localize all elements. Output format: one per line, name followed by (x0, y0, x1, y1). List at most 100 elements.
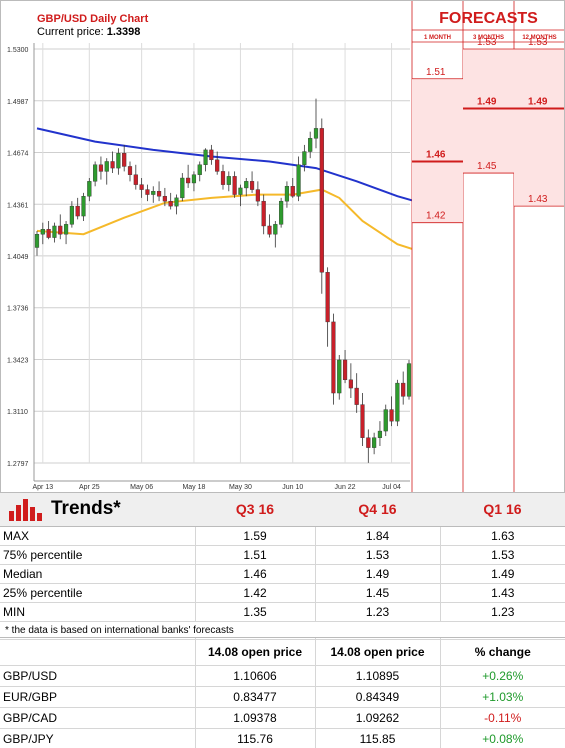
pair-label: GBP/JPY (0, 728, 195, 748)
candle-body (360, 404, 365, 438)
table-row: MIN 1.35 1.23 1.23 (0, 602, 565, 622)
forecast-level-label: 1.43 (528, 194, 548, 205)
trends-col-q1: Q1 16 (440, 493, 565, 527)
trends-col-q4: Q4 16 (315, 493, 440, 527)
row-label: 25% percentile (0, 583, 195, 603)
candle-body (279, 200, 284, 225)
candle-body (180, 177, 185, 199)
candle-body (273, 224, 278, 235)
candle-body (354, 387, 359, 405)
cell-value: 115.85 (314, 728, 440, 748)
candle-body (104, 161, 109, 172)
candle-body (331, 321, 336, 394)
cell-value: 1.42 (194, 583, 315, 603)
candle-body (313, 128, 319, 139)
cell-value: 1.53 (439, 545, 565, 565)
cell-value: 1.46 (194, 564, 315, 584)
cell-value: 1.51 (194, 545, 315, 565)
cell-value: 1.35 (194, 602, 315, 622)
row-label: Median (0, 564, 195, 584)
bar-chart-icon (9, 499, 42, 522)
candle-body (383, 409, 388, 432)
forecast-level-label: 1.49 (528, 97, 548, 108)
x-tick-label: Jun 10 (282, 484, 303, 491)
forecast-range (412, 78, 463, 223)
cell-value: 1.09378 (194, 707, 315, 729)
candle-body (284, 186, 290, 202)
x-tick-label: May 06 (130, 484, 153, 491)
candle-body (168, 200, 173, 207)
trends-table: Trends* Q3 16 Q4 16 Q1 16 MAX 1.59 1.84 … (0, 493, 565, 640)
candle-body (151, 191, 156, 195)
forecast-range (514, 49, 564, 207)
candle-body (209, 149, 214, 161)
cell-value: 1.49 (314, 564, 440, 584)
candle-body (98, 164, 104, 172)
table-row: 75% percentile 1.51 1.53 1.53 (0, 545, 565, 565)
chart-panel: 1.5300 1.4987 1.4674 1.4361 1.4049 1.3736 1.34… (0, 0, 565, 493)
forecast-level-label: 1.46 (426, 149, 446, 160)
forecast-col-label: 3 MONTHS (473, 35, 504, 41)
candle-body (191, 174, 197, 184)
pair-label: GBP/USD (0, 665, 195, 687)
candle-body (220, 171, 226, 185)
trends-title: Trends* (51, 498, 121, 520)
change-value: -0.11% (439, 707, 565, 729)
forecast-level-label: 1.53 (477, 37, 497, 48)
candle-body (186, 177, 191, 184)
candle-body (238, 187, 243, 195)
pair-label: GBP/CAD (0, 707, 195, 729)
candle-body (81, 196, 86, 217)
cell-value: 1.23 (314, 602, 440, 622)
candle-body (308, 138, 313, 152)
x-tick-label: May 18 (182, 484, 205, 491)
change-value: +1.03% (439, 686, 565, 708)
trends-header: Trends* (0, 493, 195, 527)
cell-value: 1.10895 (314, 665, 440, 687)
candle-body (174, 197, 179, 207)
candle-body (389, 409, 394, 422)
prices-col-change: % change (439, 637, 565, 666)
table-row: GBP/CAD 1.09378 1.09262 -0.11% (0, 707, 565, 729)
candle-body (366, 437, 371, 448)
table-row: GBP/JPY 115.76 115.85 +0.08% (0, 728, 565, 748)
prices-col-pair (0, 637, 195, 666)
candle-body (69, 205, 74, 225)
candle-body (40, 229, 45, 235)
y-tick-label: 1.4361 (7, 202, 29, 209)
forecast-level-label: 1.51 (426, 67, 446, 78)
cell-value: 1.49 (439, 564, 565, 584)
candle-body (75, 205, 80, 217)
price-chart: 1.5300 1.4987 1.4674 1.4361 1.4049 1.3736 1.34… (7, 1, 564, 492)
forecast-level-label: 1.45 (477, 161, 497, 172)
current-price-value: 1.3398 (106, 26, 141, 38)
candle-body (52, 225, 57, 238)
candle-body (203, 149, 208, 165)
cell-value: 1.84 (314, 526, 440, 546)
y-tick-label: 1.4674 (7, 151, 29, 158)
current-price-label: Current price: (37, 26, 104, 38)
trends-col-q3: Q3 16 (195, 493, 315, 527)
y-tick-label: 1.3736 (7, 306, 29, 313)
y-tick-label: 1.4049 (7, 254, 29, 261)
candle-body (325, 272, 330, 323)
cell-value: 1.10606 (194, 665, 315, 687)
cell-value: 0.84349 (314, 686, 440, 708)
candle-body (127, 166, 133, 175)
forecast-range (463, 49, 514, 174)
candle-body (162, 196, 167, 202)
candle-body (122, 153, 127, 167)
table-row: Median 1.46 1.49 1.49 (0, 564, 565, 584)
candle-body (377, 430, 383, 438)
y-tick-label: 1.5300 (7, 47, 29, 54)
candle-body (249, 181, 255, 190)
change-value: +0.26% (439, 665, 565, 687)
moving-average-long (36, 127, 445, 211)
y-tick-label: 1.3110 (7, 409, 28, 416)
candle-body (46, 229, 51, 238)
prices-table: 14.08 open price 14.08 open price % chan… (0, 637, 565, 748)
table-row: 25% percentile 1.42 1.45 1.43 (0, 583, 565, 603)
candle-body (139, 184, 144, 190)
cell-value: 1.53 (314, 545, 440, 565)
row-label: MIN (0, 602, 195, 622)
